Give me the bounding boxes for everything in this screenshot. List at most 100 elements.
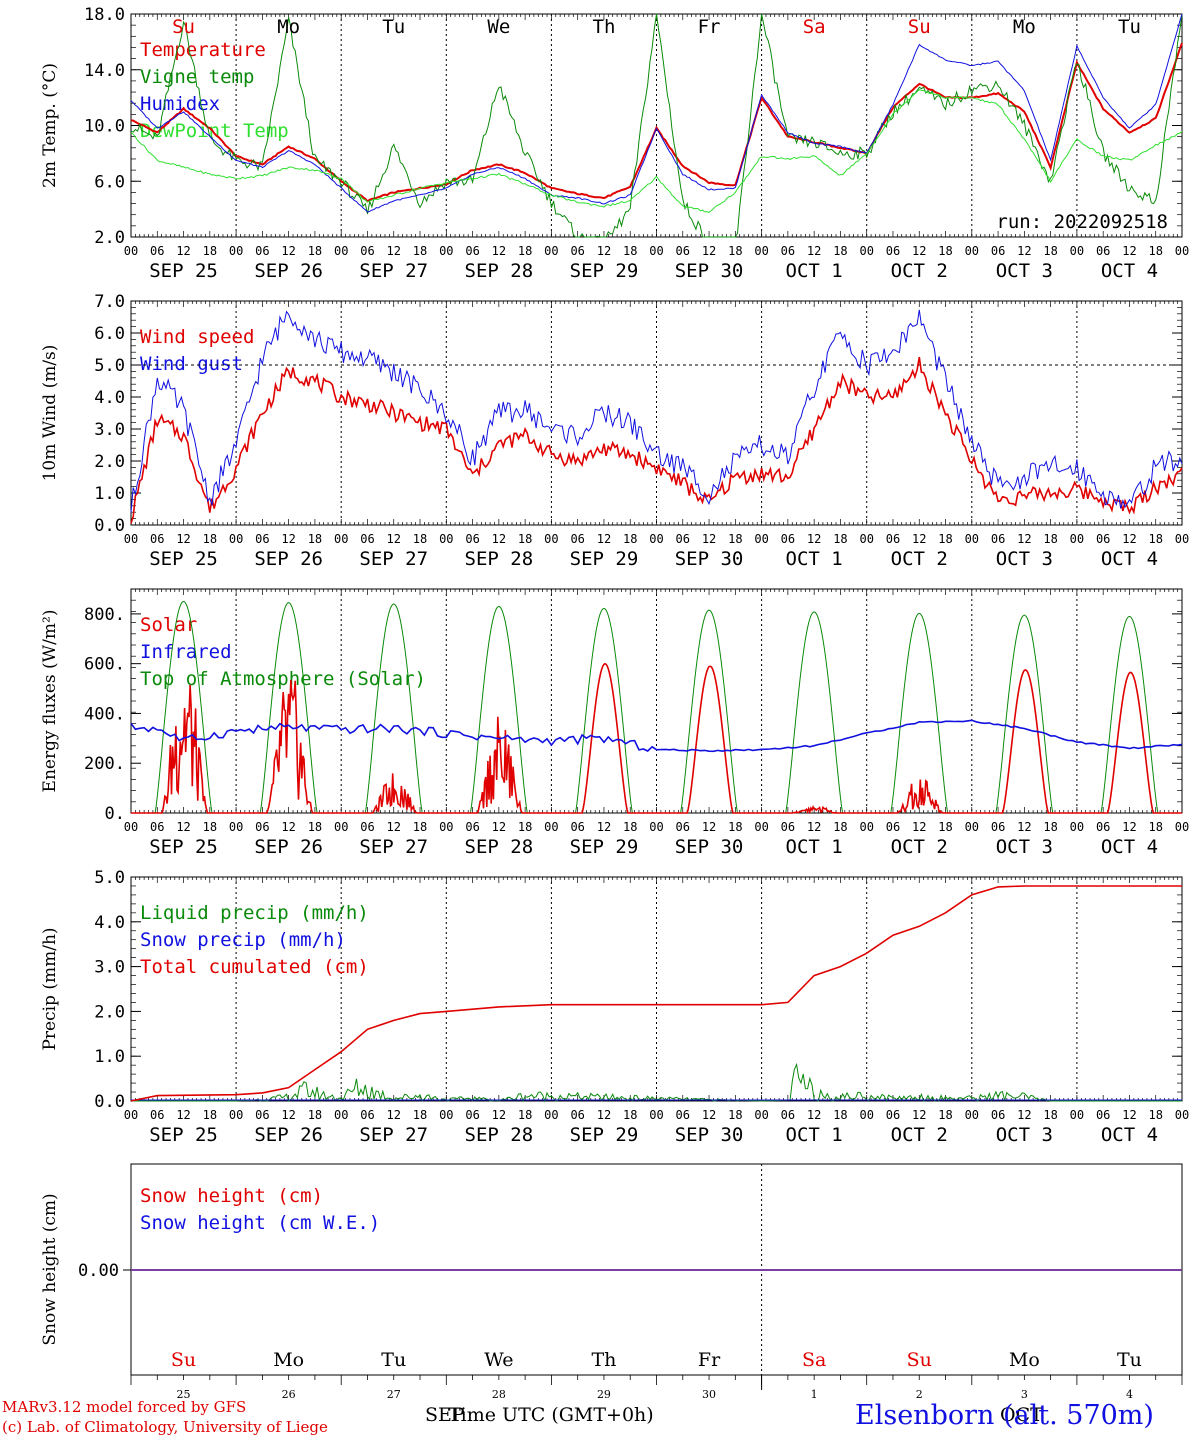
- y-tick-label: 3.0: [94, 420, 125, 440]
- x-hour-label: 06: [781, 244, 795, 258]
- x-hour-label: 06: [886, 532, 900, 546]
- x-hour-label: 12: [807, 244, 821, 258]
- x-hour-label: 00: [1175, 1108, 1189, 1122]
- x-hour-label: 06: [1096, 244, 1110, 258]
- x-hour-label: 00: [334, 532, 348, 546]
- x-date-label: SEP 27: [359, 260, 428, 282]
- x-hour-label: 12: [176, 244, 190, 258]
- y-tick-label: 0.: [105, 804, 125, 824]
- x-date-label: OCT 4: [1101, 1124, 1158, 1146]
- credit-model: MARv3.12 model forced by GFS: [2, 1398, 247, 1416]
- x-hour-label: 12: [492, 532, 506, 546]
- x-date-label: SEP 30: [675, 1124, 744, 1146]
- x-hour-label: 00: [1070, 244, 1084, 258]
- x-hour-label: 00: [965, 532, 979, 546]
- x-hour-label: 06: [1096, 532, 1110, 546]
- day-number-label: 2: [916, 1388, 923, 1401]
- x-date-label: OCT 2: [891, 1124, 948, 1146]
- x-hour-label: 12: [1017, 532, 1031, 546]
- y-axis-title: 10m Wind (m/s): [40, 345, 60, 482]
- x-hour-label: 18: [938, 1108, 952, 1122]
- x-hour-label: 00: [124, 1108, 138, 1122]
- x-hour-label: 06: [991, 1108, 1005, 1122]
- x-hour-label: 12: [492, 244, 506, 258]
- series-line: [130, 719, 1183, 753]
- x-hour-label: 06: [991, 244, 1005, 258]
- x-hour-label: 12: [176, 532, 190, 546]
- x-hour-label: 18: [623, 1108, 637, 1122]
- x-hour-label: 12: [387, 532, 401, 546]
- x-hour-label: 12: [281, 244, 295, 258]
- x-hour-label: 18: [833, 532, 847, 546]
- x-hour-label: 18: [728, 532, 742, 546]
- x-date-label: SEP 26: [254, 548, 323, 570]
- x-hour-label: 12: [912, 820, 926, 834]
- y-tick-label: 4.0: [94, 913, 125, 933]
- legend-entry: Liquid precip (mm/h): [140, 902, 369, 924]
- x-hour-label: 18: [413, 532, 427, 546]
- y-tick-label: 600.: [84, 655, 125, 675]
- weekday-label: Su: [171, 1349, 196, 1371]
- x-date-label: SEP 28: [465, 1124, 534, 1146]
- x-hour-label: 18: [623, 820, 637, 834]
- y-tick-label: 200.: [84, 754, 125, 774]
- legend-entry: Snow height (cm): [140, 1185, 323, 1207]
- legend-entry: DewPoint Temp: [140, 120, 289, 142]
- x-date-label: OCT 3: [996, 548, 1053, 570]
- x-hour-label: 12: [387, 244, 401, 258]
- x-hour-label: 18: [833, 244, 847, 258]
- x-date-label: SEP 27: [359, 1124, 428, 1146]
- x-hour-label: 18: [728, 820, 742, 834]
- x-hour-label: 12: [807, 1108, 821, 1122]
- x-hour-label: 06: [886, 244, 900, 258]
- station-title: Elsenborn (alt. 570m): [855, 1400, 1154, 1431]
- series-line: [131, 1062, 1182, 1103]
- x-hour-label: 00: [1070, 1108, 1084, 1122]
- legend-entry: Infrared: [140, 641, 232, 663]
- x-hour-label: 06: [570, 1108, 584, 1122]
- x-hour-label: 18: [308, 1108, 322, 1122]
- weekday-label: Mo: [1013, 16, 1036, 38]
- x-date-label: SEP 25: [149, 1124, 218, 1146]
- x-hour-label: 18: [518, 532, 532, 546]
- x-hour-label: 00: [859, 1108, 873, 1122]
- x-date-label: SEP 30: [675, 548, 744, 570]
- weekday-label: Mo: [277, 16, 300, 38]
- x-date-label: OCT 4: [1101, 836, 1158, 858]
- legend-entry: Wind gust: [140, 353, 243, 375]
- y-tick-label: 0.0: [94, 1092, 125, 1112]
- x-hour-label: 00: [124, 820, 138, 834]
- x-hour-label: 06: [465, 820, 479, 834]
- x-date-label: OCT 1: [786, 1124, 843, 1146]
- x-hour-label: 18: [1148, 244, 1162, 258]
- x-hour-label: 00: [544, 244, 558, 258]
- y-tick-label: 2.0: [94, 1002, 125, 1022]
- weekday-label: Sa: [802, 1349, 826, 1371]
- x-date-label: OCT 3: [996, 260, 1053, 282]
- x-hour-label: 06: [255, 820, 269, 834]
- x-hour-label: 00: [965, 244, 979, 258]
- weekday-label: Fr: [698, 16, 721, 38]
- x-hour-label: 12: [492, 820, 506, 834]
- x-date-label: OCT 3: [996, 836, 1053, 858]
- x-hour-label: 18: [623, 244, 637, 258]
- weekday-label: Su: [172, 16, 195, 38]
- x-hour-label: 12: [1017, 820, 1031, 834]
- x-date-label: OCT 4: [1101, 548, 1158, 570]
- x-date-label: SEP 29: [570, 548, 639, 570]
- x-hour-label: 18: [308, 532, 322, 546]
- day-number-label: 28: [492, 1388, 506, 1401]
- x-hour-label: 12: [492, 1108, 506, 1122]
- legend-entry: Top of Atmosphere (Solar): [140, 668, 426, 690]
- weekday-label: Sa: [803, 16, 826, 38]
- x-hour-label: 06: [781, 820, 795, 834]
- x-hour-label: 18: [1043, 244, 1057, 258]
- weekday-label: Th: [593, 16, 616, 38]
- x-hour-label: 18: [1148, 532, 1162, 546]
- x-hour-label: 18: [308, 820, 322, 834]
- day-number-label: 3: [1021, 1388, 1028, 1401]
- x-hour-label: 06: [465, 244, 479, 258]
- x-hour-label: 06: [360, 244, 374, 258]
- y-tick-label: 0.00: [78, 1261, 119, 1281]
- x-hour-label: 18: [203, 532, 217, 546]
